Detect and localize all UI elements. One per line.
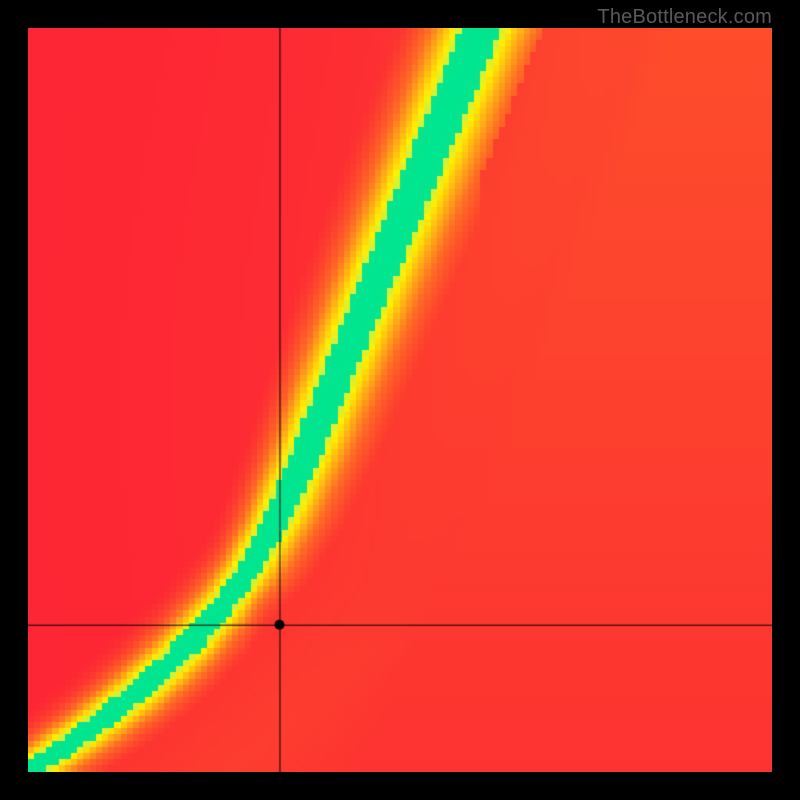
plot-area — [28, 28, 772, 772]
heatmap-canvas — [28, 28, 772, 772]
watermark-text: TheBottleneck.com — [597, 6, 772, 29]
